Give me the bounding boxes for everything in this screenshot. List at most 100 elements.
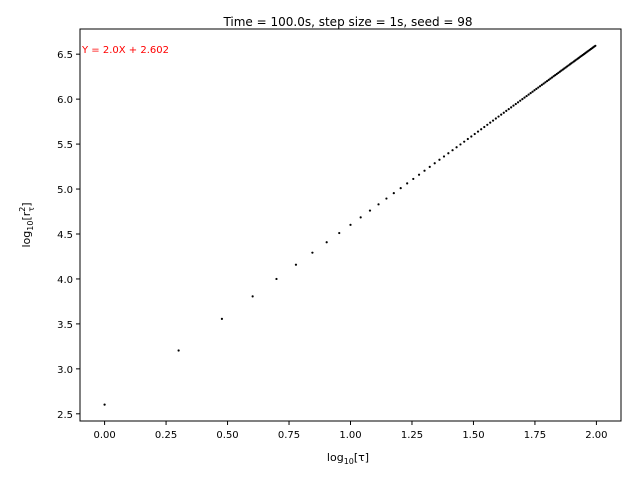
data-point [510,106,513,109]
data-point [529,92,532,95]
y-axis-label-pre: log [20,231,33,248]
x-tick-label: 0.25 [155,430,177,441]
data-point [470,135,473,138]
data-point [451,149,454,152]
data-point [497,115,500,118]
data-point [527,93,530,96]
data-point [535,87,538,91]
y-axis-label-post: ] [20,202,33,206]
data-point [594,44,597,47]
data-point [525,94,528,98]
data-point [325,241,328,244]
data-point [251,295,254,298]
y-tick-label: 4.5 [57,230,73,241]
data-point [103,403,106,406]
data-point [473,132,476,136]
x-tick-label: 1.25 [401,430,423,441]
data-point [483,125,486,129]
data-point [555,72,558,76]
data-point [220,317,224,320]
data-point [275,277,278,281]
y-axis-ticks: 2.5 3.0 3.5 4.0 4.5 5.0 5.5 6.0 6.5 [57,50,80,421]
y-tick-label: 3.5 [57,320,73,331]
data-point [480,128,483,131]
y-tick-label: 6.0 [57,95,73,106]
data-point [545,79,549,83]
data-point [494,117,497,120]
x-axis-label: log10[τ] [327,451,369,466]
y-axis-label: log10[r2τ] [18,202,36,247]
y-tick-label: 6.5 [57,50,73,61]
data-points [103,44,597,406]
data-point [476,130,480,133]
data-point [447,152,450,155]
chart-title: Time = 100.0s, step size = 1s, seed = 98 [222,15,472,29]
fit-annotation: Y = 2.0X + 2.602 [81,45,169,56]
data-point [455,146,458,149]
data-point [433,162,436,165]
y-axis-label-sub: 10 [26,221,35,231]
x-tick-label: 1.75 [524,430,546,441]
x-tick-label: 1.00 [339,430,361,441]
data-point [385,197,388,200]
x-axis-ticks: 0.00 0.25 0.50 0.75 1.00 1.25 1.50 1.75 2.00 [93,421,608,441]
data-point [549,77,552,80]
data-point [417,173,421,176]
data-point [547,78,550,81]
y-tick-label: 5.0 [57,185,73,196]
x-axis-label-post: [τ] [354,451,369,464]
data-point [516,101,520,104]
x-tick-label: 1.50 [462,430,484,441]
data-point [554,74,557,77]
data-point [412,177,415,181]
data-point [507,108,510,111]
data-point [177,349,180,352]
data-point [377,203,380,206]
data-point [550,76,554,79]
x-axis-label-sub: 10 [344,457,354,466]
x-tick-label: 0.00 [93,430,115,441]
data-point [392,192,395,195]
data-point [544,81,547,84]
data-point [552,75,555,78]
data-point [505,109,508,113]
data-point [406,182,409,185]
data-point [514,102,517,106]
x-tick-label: 2.00 [585,430,607,441]
data-point [359,216,362,219]
data-point [538,85,542,88]
y-tick-label: 2.5 [57,410,73,421]
data-point [338,231,341,235]
x-tick-label: 0.50 [216,430,238,441]
data-point [399,187,402,190]
y-axis-label-sub2: τ [27,207,36,212]
data-point [521,98,524,101]
data-point [489,121,492,124]
y-axis-label-sup: 2 [18,207,27,212]
data-point [531,90,534,93]
data-point [423,169,426,172]
y-tick-label: 5.5 [57,140,73,151]
data-point [491,119,495,122]
y-tick-label: 3.0 [57,365,73,376]
data-point [533,89,536,92]
data-point [557,71,560,74]
data-point [519,99,522,102]
x-tick-label: 0.75 [278,430,300,441]
data-point [442,155,446,158]
y-axis-label-mid: [r [20,211,33,220]
data-point [537,86,540,89]
data-point [486,123,489,126]
data-point [523,96,526,99]
data-point [311,251,314,254]
data-point [463,140,466,143]
x-axis-label-pre: log [327,451,344,464]
y-tick-label: 4.0 [57,275,73,286]
data-point [349,223,352,226]
data-point [500,113,503,116]
data-point [294,263,298,266]
data-point [502,111,505,114]
data-point [368,209,372,212]
data-point [438,158,441,161]
